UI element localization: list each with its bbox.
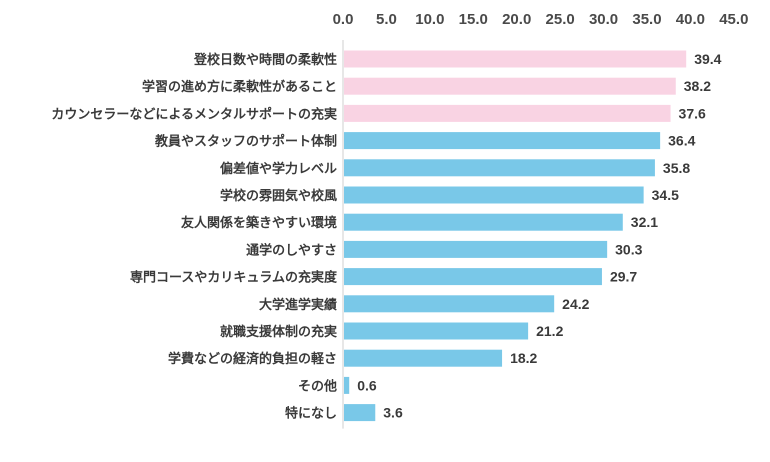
data-label: 34.5: [652, 187, 679, 203]
data-label: 18.2: [510, 350, 537, 366]
bar: [344, 50, 687, 68]
x-tick-label: 0.0: [333, 11, 354, 28]
bar: [344, 240, 608, 258]
category-label: 大学進学実績: [259, 297, 337, 313]
bar: [344, 132, 661, 150]
bar: [344, 104, 671, 122]
data-label: 38.2: [684, 78, 711, 94]
bar: [344, 295, 555, 313]
data-labels: 39.4 38.2 37.6 36.4 35.8 34.5 32.1 30.3 29.7 24.2…: [357, 51, 721, 421]
data-label: 21.2: [536, 323, 563, 339]
data-label: 30.3: [615, 241, 642, 257]
category-label: 友人関係を築きやすい環境: [181, 215, 337, 231]
bar: [344, 376, 350, 394]
bar: [344, 349, 503, 367]
bar: [344, 404, 376, 422]
data-label: 32.1: [631, 214, 658, 230]
bar: [344, 268, 602, 286]
data-label: 36.4: [668, 133, 695, 149]
bar: [344, 159, 655, 177]
category-label: カウンセラーなどによるメンタルサポートの充実: [51, 106, 337, 122]
bar: [344, 322, 529, 340]
x-tick-label: 20.0: [502, 11, 531, 28]
category-label: 就職支援体制の充実: [220, 324, 337, 340]
data-label: 3.6: [383, 405, 403, 421]
category-labels: 登校日数や時間の柔軟性学習の進め方に柔軟性があることカウンセラーなどによるメンタ…: [51, 52, 338, 422]
x-tick-label: 5.0: [376, 11, 397, 28]
x-tick-label: 40.0: [676, 11, 705, 28]
category-label: 特になし: [285, 406, 337, 422]
category-label: 学習の進め方に柔軟性があること: [142, 79, 337, 95]
bar: [344, 186, 644, 204]
bar: [344, 213, 623, 231]
x-tick-label: 10.0: [415, 11, 444, 28]
category-label: 登校日数や時間の柔軟性: [193, 52, 337, 68]
category-label: 教員やスタッフのサポート体制: [154, 134, 337, 150]
data-label: 37.6: [679, 105, 706, 121]
bar: [344, 77, 676, 95]
x-axis-ticks: 0.0 5.0 10.0 15.0 20.0 25.0 30.0 35.0 40.0 45.0: [333, 11, 749, 28]
x-tick-label: 30.0: [589, 11, 618, 28]
data-label: 0.6: [357, 377, 377, 393]
bars: [344, 50, 687, 422]
category-label: 学校の雰囲気や校風: [220, 188, 337, 204]
x-tick-label: 15.0: [459, 11, 488, 28]
category-label: 偏差値や学力レベル: [220, 161, 337, 177]
data-label: 24.2: [562, 296, 589, 312]
category-label: 通学のしやすさ: [246, 242, 337, 258]
category-label: その他: [298, 378, 337, 394]
x-tick-label: 25.0: [546, 11, 575, 28]
data-label: 39.4: [694, 51, 721, 67]
x-tick-label: 35.0: [632, 11, 661, 28]
data-label: 29.7: [610, 269, 637, 285]
category-label: 学費などの経済的負担の軽さ: [168, 351, 337, 367]
category-label: 専門コースやカリキュラムの充実度: [130, 270, 338, 286]
x-tick-label: 45.0: [719, 11, 748, 28]
data-label: 35.8: [663, 160, 690, 176]
